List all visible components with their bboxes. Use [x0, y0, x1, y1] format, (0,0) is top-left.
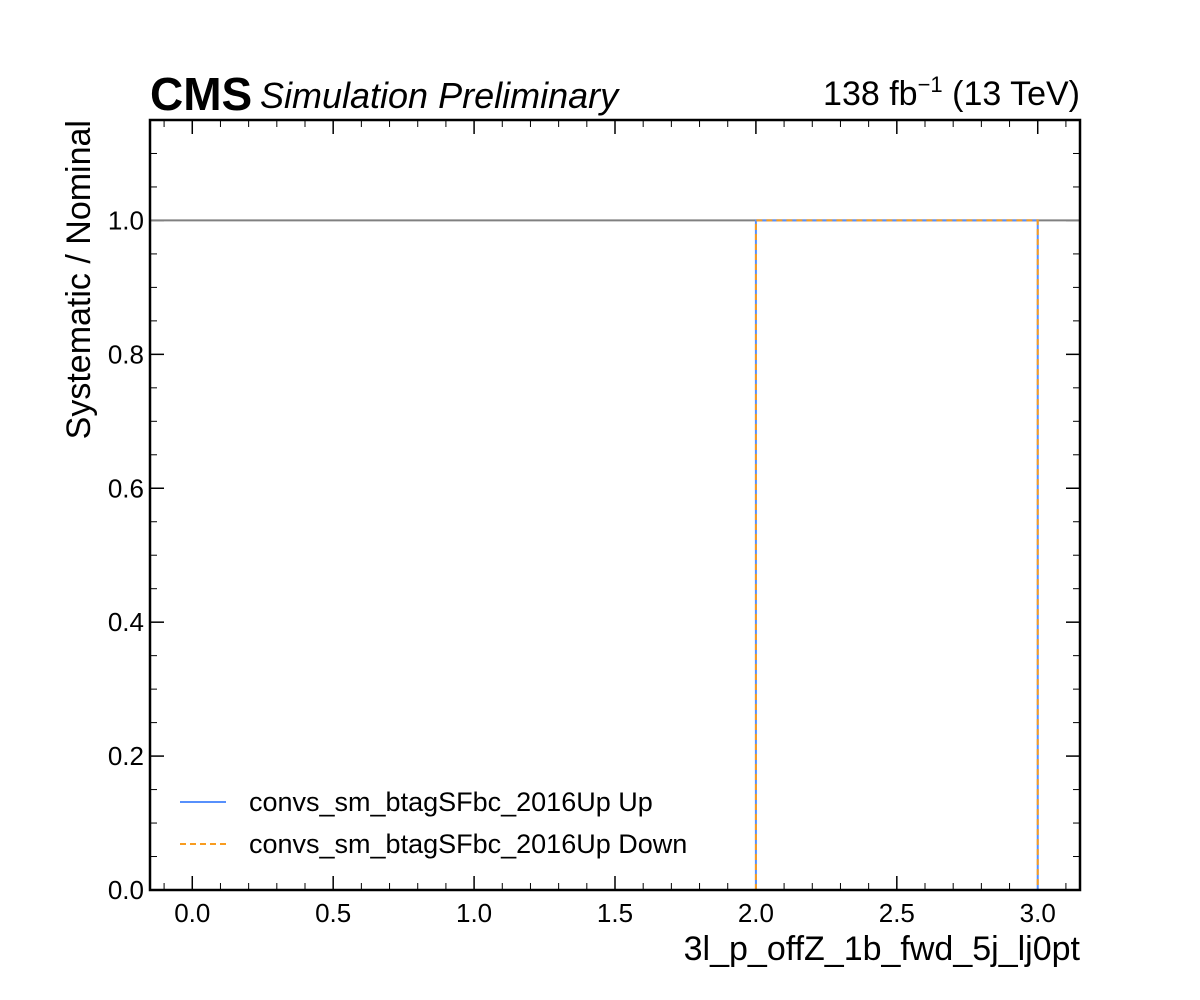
x-tick-label: 0.0: [174, 898, 210, 928]
series-line-1: [754, 219, 1039, 890]
y-tick-label: 0.2: [108, 741, 144, 771]
x-tick-label: 0.5: [315, 898, 351, 928]
y-tick-label: 1.0: [108, 205, 144, 235]
plot-frame: [148, 118, 1082, 892]
series-line-2: [754, 219, 1039, 890]
x-tick-label: 3.0: [1020, 898, 1056, 928]
status-label: Simulation Preliminary: [260, 75, 620, 116]
y-tick-label: 0.6: [108, 473, 144, 503]
series-group: [754, 219, 1039, 890]
x-tick-label: 2.5: [879, 898, 915, 928]
lumi-label: 138 fb−1 (13 TeV): [823, 72, 1080, 113]
tick-labels: 0.0 0.5 1.0 1.5 2.0 2.5 3.0 0.0 0.2 0.4 0.6 0.8 1.0: [108, 205, 1056, 928]
x-tick-label: 1.5: [597, 898, 633, 928]
lumi-exponent: −1: [918, 72, 943, 97]
legend: convs_sm_btagSFbc_2016Up Up convs_sm_btag…: [180, 787, 687, 859]
y-tick-label: 0.0: [108, 875, 144, 905]
y-axis-label: Systematic / Nominal: [60, 120, 98, 439]
axis-ticks: [150, 119, 1080, 891]
y-tick-label: 0.8: [108, 339, 144, 369]
x-axis-label: 3l_p_offZ_1b_fwd_5j_lj0pt: [684, 930, 1081, 968]
y-tick-label: 0.4: [108, 607, 144, 637]
experiment-label: CMS: [150, 68, 252, 120]
lumi-energy: (13 TeV): [943, 75, 1080, 113]
legend-label: convs_sm_btagSFbc_2016Up Up: [249, 787, 653, 817]
x-tick-label: 1.0: [456, 898, 492, 928]
lumi-value: 138 fb: [823, 75, 918, 113]
x-tick-label: 2.0: [738, 898, 774, 928]
legend-label: convs_sm_btagSFbc_2016Up Down: [249, 829, 687, 859]
